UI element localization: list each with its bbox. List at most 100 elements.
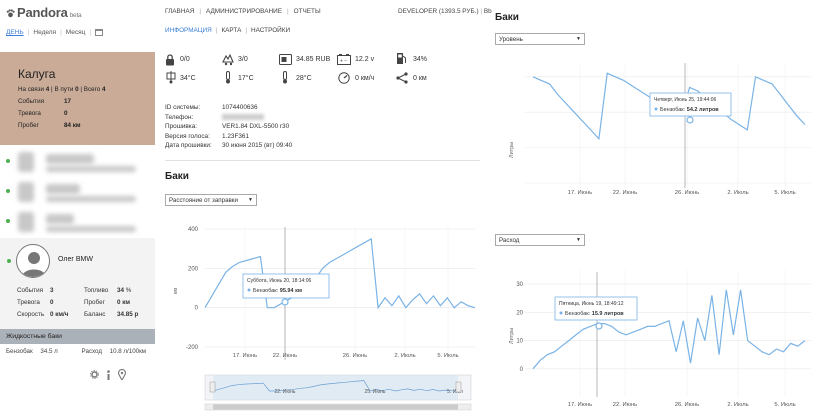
info-value: 1.23F361 <box>222 132 250 140</box>
blurred-text <box>46 214 74 224</box>
info-key: ID системы: <box>165 104 201 111</box>
tab-map[interactable]: КАРТА <box>221 27 242 34</box>
navigator-right-handle[interactable] <box>455 381 462 393</box>
tab-settings[interactable]: НАСТРОЙКИ <box>251 27 291 34</box>
navigator-series <box>212 380 459 392</box>
stat-voltage: 12.2 v <box>355 56 375 63</box>
x-tick-label: 5. Июль <box>774 402 795 408</box>
distance-select[interactable]: Расстояние от заправки ▼ <box>165 194 257 206</box>
user-events-label: События <box>17 287 43 294</box>
account-info[interactable]: DEVELOPER (1393.5 РУБ.) | Вb <box>398 8 492 15</box>
fluid-tanks-header[interactable]: Жидкостные баки <box>0 329 155 344</box>
info-row: Прошивка: VER1.84 DXL-5500 r30 <box>165 123 292 133</box>
on-way-label: В пути <box>54 86 74 93</box>
user-fuel-number: 34 <box>117 287 125 294</box>
city-group-card[interactable] <box>0 52 155 145</box>
navigator-left-handle[interactable] <box>209 381 216 393</box>
navigator-tick-label: 5. Июл <box>447 389 463 395</box>
y-tick-label: 0 <box>195 306 199 312</box>
calendar-icon[interactable] <box>95 29 104 36</box>
y-tick-label: 30 <box>516 282 523 288</box>
nav-main[interactable]: ГЛАВНАЯ <box>165 8 195 15</box>
city-name: Калуга <box>18 67 56 81</box>
city-events-label: События <box>18 98 44 105</box>
city-events-value: 17 <box>64 98 72 105</box>
tooltip-series: Бензобак: <box>565 311 591 317</box>
tooltip: Пятница, Июнь 19, 18:49:12 Бензобак: 15.… <box>554 296 638 321</box>
blurred-text <box>46 226 136 232</box>
nav-reports[interactable]: ОТЧЕТЫ <box>293 8 321 15</box>
info-key: Телефон: <box>165 113 194 121</box>
tooltip-series: Бензобак: <box>660 107 686 113</box>
chart-navigator[interactable]: 22. Июнь 25. Июнь 5. Июл <box>204 374 472 411</box>
tooltip-date: Суббота, Июнь 20, 18:14:06 <box>247 278 311 284</box>
svg-text:+ −: + − <box>340 59 347 65</box>
navigator-scrollbar-thumb[interactable] <box>213 404 458 410</box>
blurred-avatar <box>18 182 34 202</box>
y-axis-ticks: 30 20 10 0 <box>516 282 523 373</box>
stat-sim-balance: 34.85 RUB <box>296 56 331 63</box>
consumption-select[interactable]: Расход ▼ <box>495 234 585 246</box>
online-dot <box>6 219 10 223</box>
tab-month[interactable]: Месяц <box>65 29 86 36</box>
map-pin-icon[interactable] <box>118 369 126 380</box>
vehicle-list-item[interactable] <box>4 210 154 238</box>
hover-point <box>595 322 603 330</box>
info-key: Версия голоса: <box>165 132 210 140</box>
account-balance[interactable]: DEVELOPER (1393.5 РУБ.) <box>398 8 479 15</box>
x-axis-ticks: 17. Июнь 22. Июнь 26. Июнь 2. Июль 5. Июль <box>233 353 459 359</box>
chevron-down-icon: ▼ <box>576 237 581 243</box>
sim-card-icon <box>279 54 292 65</box>
info-key: Прошивка: <box>165 123 198 131</box>
stat-mileage: 0 км <box>413 75 427 82</box>
tooltip-line: Бензобак: 15.9 литров <box>565 311 624 317</box>
vehicle-list-item[interactable] <box>4 180 154 208</box>
stat-outside-temp: 17°C <box>238 75 254 82</box>
navigator-selection[interactable] <box>213 375 458 400</box>
period-tabs: ДЕНЬ | Неделя | Месяц | <box>6 29 104 36</box>
y-tick-label: -200 <box>186 345 199 351</box>
city-stats-row1: На связи 4 | В пути 0 | Всего 4 <box>18 86 106 93</box>
nav-separator: | <box>286 8 289 15</box>
tab-week[interactable]: Неделя <box>33 29 57 36</box>
fluid-tank-row: Бензобак 34.5 л Расход 10.8 л/100км <box>6 348 151 355</box>
nav-separator: | <box>199 8 201 15</box>
tab-separator: | <box>27 29 30 36</box>
info-icon[interactable] <box>105 369 112 380</box>
blurred-avatar <box>18 212 34 232</box>
sidebar-actions <box>90 369 126 380</box>
level-select[interactable]: Уровень ▼ <box>495 33 585 45</box>
chart-grid <box>525 270 811 397</box>
distance-select-value: Расстояние от заправки <box>169 197 238 204</box>
fuel-consumption-chart[interactable]: 30 20 10 0 17. Июнь 22. Июнь 26. Июнь 2. Июль 5… <box>495 252 813 412</box>
distance-chart[interactable]: 400 200 0 -200 17. Июнь 22. Июнь 26. Июнь 2. И… <box>165 215 480 415</box>
tab-information[interactable]: ИНФОРМАЦИЯ <box>165 27 212 34</box>
tab-day[interactable]: ДЕНЬ <box>6 29 24 36</box>
city-alarm-label: Тревога <box>18 110 41 117</box>
system-info: ID системы: 1074400636 Телефон: Прошивка:… <box>165 104 292 152</box>
tooltip-marker <box>247 288 251 292</box>
vehicle-list-item[interactable] <box>4 150 154 178</box>
gear-icon[interactable] <box>90 370 99 379</box>
online-dot <box>6 159 10 163</box>
account-suffix[interactable]: Вb <box>483 8 492 15</box>
info-row: Телефон: <box>165 114 292 124</box>
user-fuel-label: Топливо <box>84 287 109 294</box>
tooltip-line: Бензобак: 54.2 литров <box>660 107 719 113</box>
stat-engine-temp: 34°C <box>180 75 196 82</box>
fuel-pump-icon <box>397 53 406 64</box>
divider <box>165 160 480 161</box>
blurred-text <box>46 196 136 202</box>
tab-separator: | <box>245 27 248 34</box>
x-tick-label: 17. Июнь <box>568 402 592 408</box>
fluid-consumption-value: 10.8 л/100км <box>109 348 147 355</box>
stat-fuel: 34% <box>413 56 428 63</box>
nav-admin[interactable]: АДМИНИСТРИРОВАНИЕ <box>206 8 282 15</box>
user-mileage-label: Пробег <box>84 299 105 306</box>
fuel-level-chart[interactable]: 17. Июнь 22. Июнь 26. Июнь 2. Июль 5. Июль Л… <box>495 48 813 202</box>
user-speed-value: 0 км/ч <box>50 311 69 318</box>
logo[interactable]: Pandora beta <box>6 5 82 20</box>
cabin-temp-icon <box>283 71 287 84</box>
tab-separator: | <box>215 27 218 34</box>
chevron-down-icon: ▼ <box>576 36 581 42</box>
